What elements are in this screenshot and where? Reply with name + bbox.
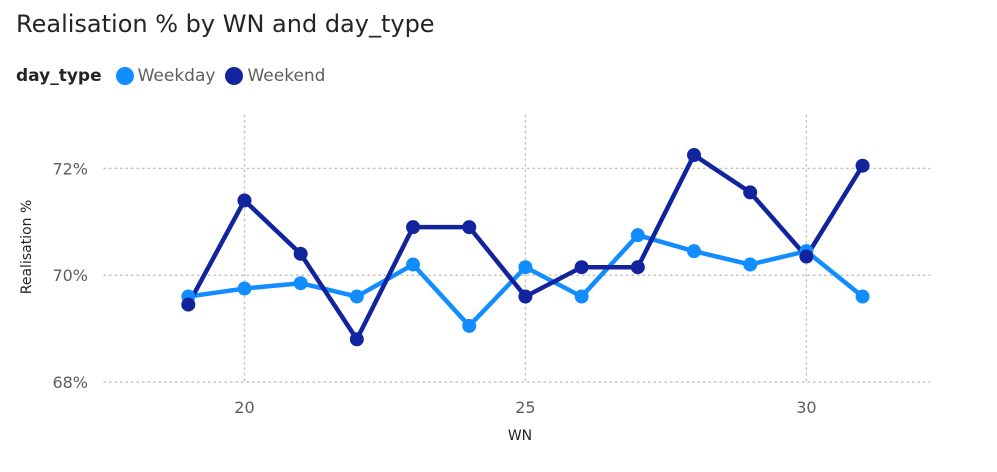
chart-title: Realisation % by WN and day_type bbox=[16, 10, 435, 38]
data-point-weekday[interactable] bbox=[743, 257, 758, 272]
data-point-weekend[interactable] bbox=[855, 158, 870, 173]
data-point-weekday[interactable] bbox=[349, 289, 364, 304]
data-point-weekend[interactable] bbox=[181, 297, 196, 312]
data-point-weekday[interactable] bbox=[687, 244, 701, 259]
y-tick-label: 72% bbox=[52, 159, 88, 178]
data-point-weekend[interactable] bbox=[574, 260, 589, 275]
legend-item-weekend[interactable]: Weekend bbox=[225, 66, 325, 86]
data-point-weekend[interactable] bbox=[518, 289, 533, 304]
data-point-weekday[interactable] bbox=[237, 281, 252, 296]
data-point-weekday[interactable] bbox=[855, 289, 870, 304]
data-point-weekday[interactable] bbox=[574, 289, 589, 304]
series-points bbox=[181, 148, 870, 347]
y-tick-label: 68% bbox=[52, 373, 88, 392]
data-point-weekday[interactable] bbox=[406, 257, 421, 272]
legend-marker-weekday bbox=[115, 67, 134, 85]
data-point-weekend[interactable] bbox=[462, 220, 477, 235]
x-tick-label: 30 bbox=[796, 398, 816, 417]
data-point-weekend[interactable] bbox=[799, 249, 814, 264]
data-point-weekend[interactable] bbox=[743, 185, 758, 200]
data-point-weekend[interactable] bbox=[687, 148, 701, 163]
legend-title: day_type bbox=[16, 66, 102, 86]
data-point-weekend[interactable] bbox=[406, 220, 421, 235]
y-tick-label: 70% bbox=[52, 266, 88, 285]
legend: day_type Weekday Weekend bbox=[16, 64, 327, 88]
data-point-weekday[interactable] bbox=[462, 318, 477, 333]
data-point-weekend[interactable] bbox=[237, 193, 252, 208]
legend-marker-weekend bbox=[225, 67, 244, 85]
data-point-weekday[interactable] bbox=[293, 276, 308, 291]
x-tick-label: 25 bbox=[515, 398, 535, 417]
x-axis-ticks: 20 25 30 bbox=[234, 398, 816, 417]
x-axis-title: WN bbox=[508, 428, 532, 444]
legend-label-weekday: Weekday bbox=[137, 66, 216, 86]
y-axis-ticks: 68% 70% 72% bbox=[52, 159, 88, 392]
data-point-weekday[interactable] bbox=[630, 228, 645, 243]
y-axis-title: Realisation % bbox=[19, 200, 35, 295]
x-tick-label: 20 bbox=[234, 398, 254, 417]
data-point-weekday[interactable] bbox=[518, 260, 533, 275]
data-point-weekend[interactable] bbox=[349, 332, 364, 347]
data-point-weekend[interactable] bbox=[293, 246, 308, 261]
legend-label-weekend: Weekend bbox=[247, 66, 326, 86]
data-point-weekend[interactable] bbox=[630, 260, 645, 275]
legend-item-weekday[interactable]: Weekday bbox=[115, 66, 216, 86]
